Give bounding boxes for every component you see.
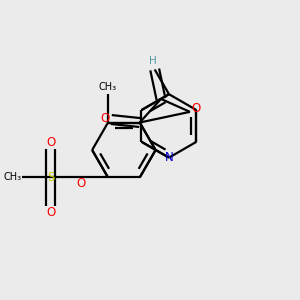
Text: S: S: [47, 171, 55, 184]
Text: O: O: [191, 102, 200, 115]
Text: CH₃: CH₃: [99, 82, 117, 92]
Text: H: H: [149, 56, 157, 66]
Text: O: O: [46, 206, 56, 219]
Text: O: O: [76, 177, 86, 190]
Text: N: N: [165, 151, 173, 164]
Text: CH₃: CH₃: [4, 172, 22, 182]
Text: O: O: [46, 136, 56, 149]
Text: O: O: [100, 112, 109, 125]
